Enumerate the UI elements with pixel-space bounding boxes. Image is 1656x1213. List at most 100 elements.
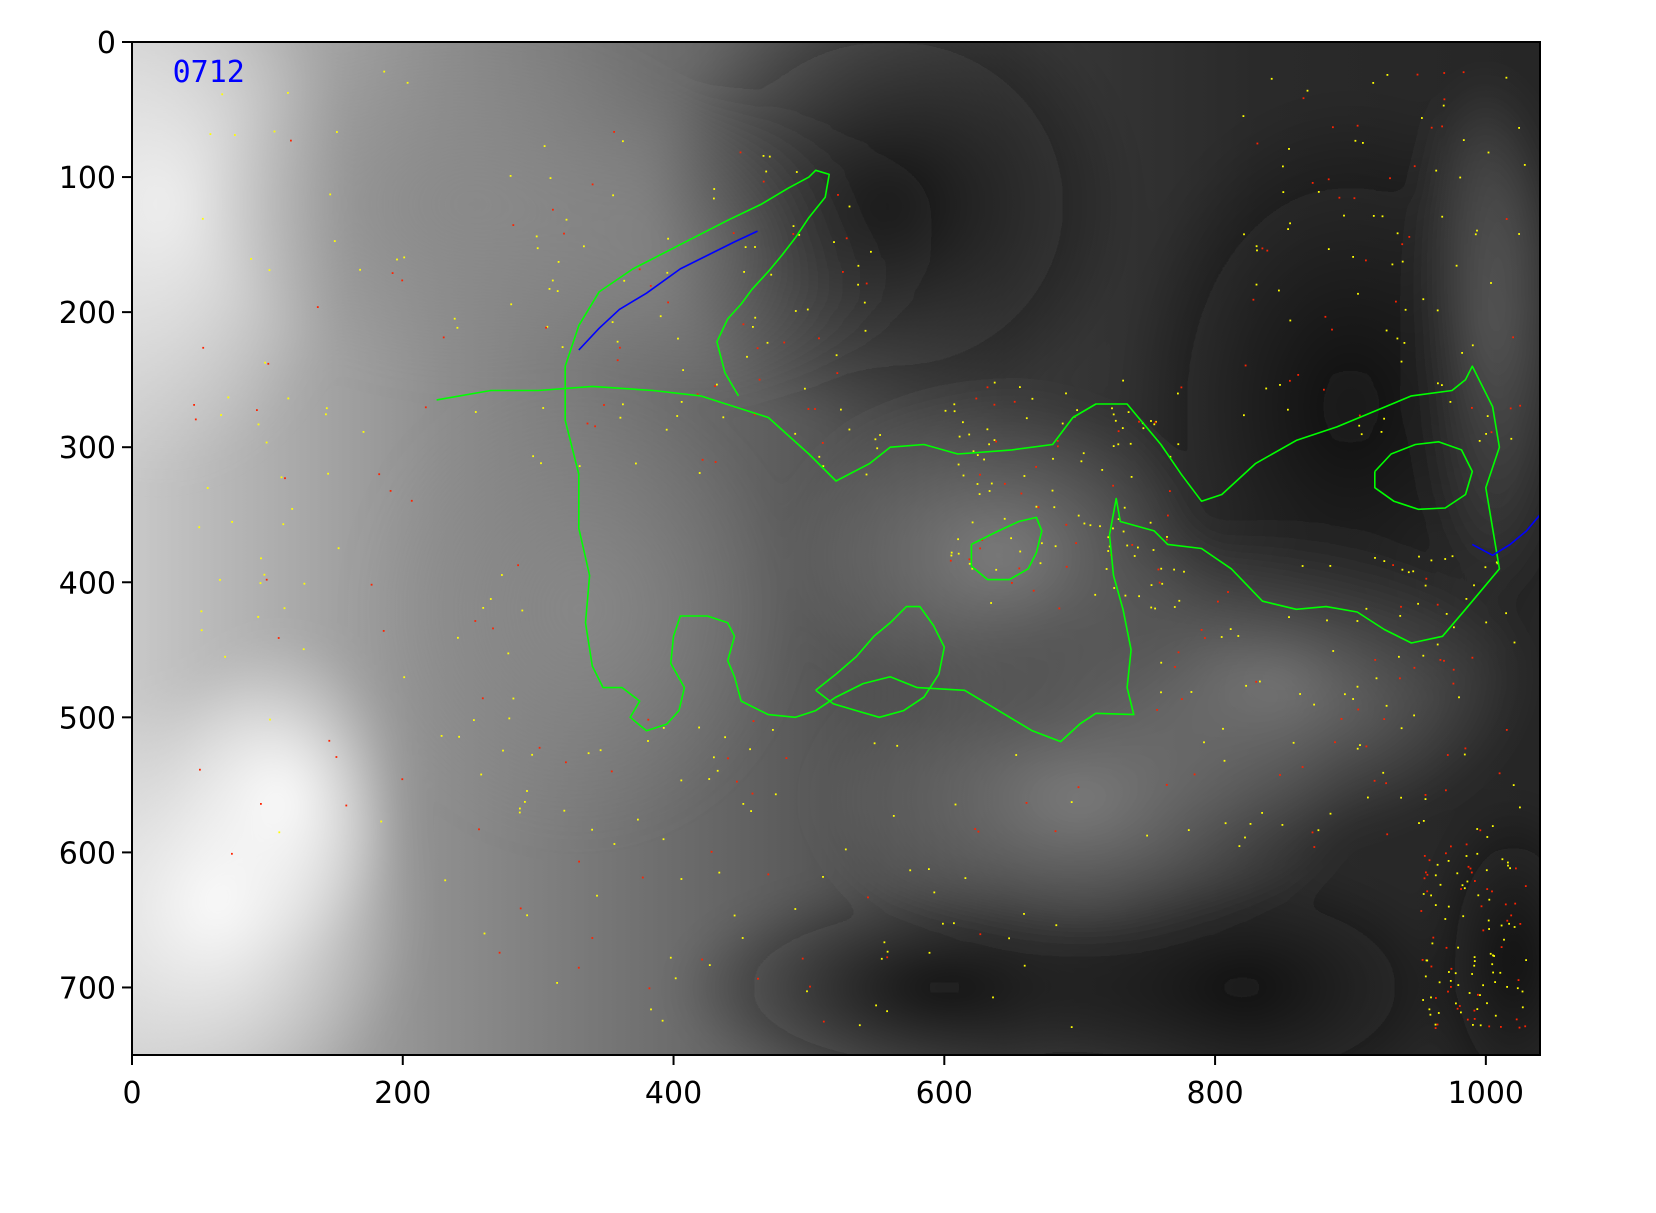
- hotspot-point: [383, 70, 386, 73]
- hotspot-point: [1524, 885, 1527, 887]
- hotspot-point: [1160, 691, 1162, 694]
- y-tick-label: 200: [59, 296, 116, 331]
- hotspot-point: [1003, 517, 1006, 520]
- hotspot-point: [807, 408, 810, 410]
- hotspot-point: [752, 326, 754, 328]
- hotspot-point: [1122, 379, 1124, 382]
- hotspot-point: [1416, 73, 1419, 76]
- hotspot-point: [1457, 946, 1459, 949]
- hotspot-point: [1265, 387, 1268, 390]
- hotspot-point: [209, 133, 212, 135]
- hotspot-point: [1491, 963, 1494, 966]
- hotspot-point: [1476, 1008, 1479, 1010]
- hotspot-point: [1023, 964, 1026, 967]
- hotspot-point: [1169, 455, 1172, 458]
- hotspot-point: [1441, 215, 1444, 218]
- hotspot-point: [1080, 460, 1083, 463]
- hotspot-point: [792, 225, 795, 227]
- hotspot-point: [1476, 229, 1478, 232]
- hotspot-point: [1161, 582, 1164, 585]
- hotspot-point: [1399, 677, 1401, 680]
- hotspot-point: [1519, 404, 1521, 407]
- hotspot-point: [662, 727, 665, 729]
- hotspot-point: [1037, 506, 1040, 509]
- hotspot-point: [1077, 514, 1080, 517]
- hotspot-point: [1039, 562, 1042, 565]
- hotspot-point: [835, 354, 838, 357]
- hotspot-point: [701, 958, 703, 961]
- hotspot-point: [1401, 243, 1404, 246]
- hotspot-point: [1443, 98, 1446, 101]
- hotspot-point: [1486, 836, 1489, 838]
- hotspot-point: [1423, 855, 1426, 857]
- hotspot-point: [762, 180, 765, 183]
- hotspot-point: [886, 950, 889, 953]
- hotspot-point: [746, 355, 748, 358]
- hotspot-point: [1420, 910, 1423, 912]
- hotspot-point: [680, 878, 683, 880]
- hotspot-point: [1426, 890, 1429, 893]
- hotspot-point: [1462, 71, 1465, 74]
- hotspot-point: [1032, 589, 1035, 592]
- hotspot-point: [752, 720, 755, 722]
- hotspot-point: [1041, 542, 1043, 545]
- hotspot-point: [542, 407, 545, 409]
- hotspot-point: [1356, 124, 1359, 127]
- series-fire-perimeter: [436, 169, 1501, 743]
- hotspot-point: [865, 282, 868, 285]
- hotspot-point: [848, 205, 851, 208]
- frame-label: 0712: [173, 55, 245, 90]
- hotspot-point: [199, 768, 201, 771]
- hotspot-point: [953, 922, 955, 925]
- hotspot-point: [896, 744, 899, 747]
- hotspot-point: [1054, 830, 1057, 833]
- hotspot-point: [1519, 923, 1522, 925]
- hotspot-point: [591, 828, 593, 831]
- hotspot-point: [1513, 926, 1516, 928]
- hotspot-point: [370, 583, 373, 586]
- hotspot-point: [804, 387, 806, 390]
- hotspot-point: [521, 609, 524, 612]
- hotspot-point: [622, 140, 624, 143]
- hotspot-point: [990, 482, 993, 485]
- hotspot-point: [508, 717, 511, 720]
- hotspot-point: [962, 474, 965, 477]
- hotspot-point: [1372, 215, 1375, 217]
- hotspot-point: [1460, 1011, 1462, 1014]
- hotspot-point: [1456, 1007, 1459, 1010]
- hotspot-point: [1443, 659, 1445, 662]
- hotspot-point: [501, 574, 503, 576]
- hotspot-point: [613, 131, 615, 133]
- hotspot-point: [1491, 890, 1493, 893]
- hotspot-point: [1434, 874, 1437, 877]
- hotspot-point: [1327, 248, 1330, 250]
- hotspot-point: [1446, 754, 1449, 756]
- hotspot-point: [1288, 148, 1290, 150]
- hotspot-point: [269, 718, 271, 721]
- hotspot-point: [840, 408, 842, 411]
- hotspot-point: [1514, 902, 1517, 905]
- hotspot-point: [724, 736, 726, 739]
- hotspot-point: [1385, 329, 1388, 332]
- hotspot-point: [401, 279, 404, 282]
- hotspot-point: [842, 271, 844, 273]
- hotspot-point: [714, 385, 716, 387]
- hotspot-point: [1299, 693, 1301, 695]
- hotspot-point: [669, 956, 672, 959]
- hotspot-point: [1372, 82, 1375, 84]
- hotspot-point: [1013, 400, 1016, 403]
- hotspot-point: [876, 447, 879, 450]
- hotspot-point: [1311, 831, 1314, 834]
- hotspot-point: [1124, 594, 1127, 597]
- hotspot-point: [1154, 607, 1156, 610]
- hotspot-point: [822, 876, 824, 878]
- hotspot-point: [1383, 560, 1386, 562]
- hotspot-point: [498, 951, 501, 954]
- hotspot-point: [1324, 315, 1327, 318]
- hotspot-point: [1383, 417, 1385, 420]
- hotspot-point: [1477, 993, 1479, 996]
- hotspot-point: [909, 869, 912, 872]
- hotspot-point: [1473, 1009, 1476, 1012]
- hotspot-point: [1506, 986, 1508, 988]
- hotspot-point: [325, 407, 328, 410]
